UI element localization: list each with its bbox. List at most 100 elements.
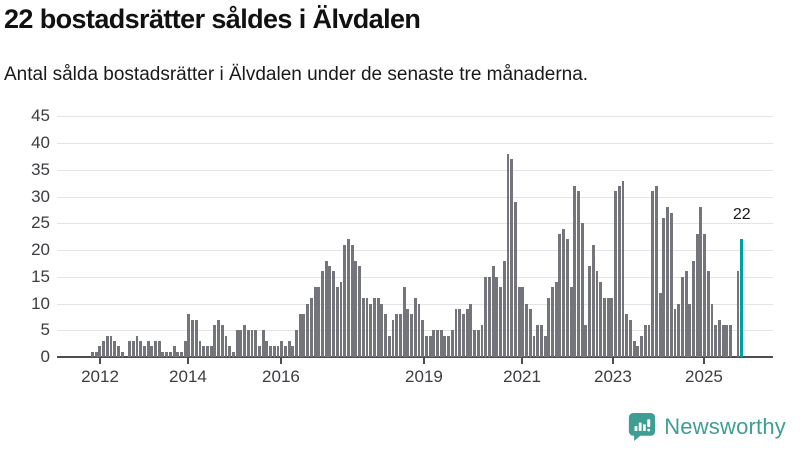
bar — [643, 324, 647, 357]
gridline — [57, 116, 773, 118]
bar — [710, 303, 714, 357]
bar — [565, 239, 569, 357]
bar — [168, 351, 172, 357]
y-axis-label: 45 — [31, 106, 50, 126]
x-axis-label: 2021 — [503, 367, 541, 386]
bar — [603, 298, 606, 357]
bar — [131, 340, 135, 357]
bar — [447, 335, 451, 357]
bar — [280, 340, 284, 357]
bar — [395, 314, 399, 357]
gridline — [57, 143, 773, 145]
x-axis-tick — [422, 358, 425, 364]
bar — [206, 346, 209, 357]
chart-subtitle: Antal sålda bostadsrätter i Älvdalen und… — [4, 64, 589, 85]
bar — [317, 287, 321, 357]
bar — [176, 351, 180, 357]
bar — [703, 234, 707, 357]
bar — [506, 153, 510, 357]
y-axis-label: 10 — [31, 293, 50, 313]
bar — [209, 346, 213, 357]
bar — [684, 271, 688, 357]
bar — [714, 324, 718, 357]
bar — [454, 308, 458, 357]
bar — [465, 308, 469, 357]
bar — [287, 340, 291, 357]
bar — [450, 330, 454, 357]
bar — [361, 298, 365, 357]
bar — [669, 212, 673, 357]
bar — [525, 303, 528, 357]
bar — [484, 276, 488, 357]
bar — [116, 346, 120, 357]
bar — [298, 314, 302, 357]
bar — [306, 303, 310, 357]
bar — [654, 185, 658, 357]
bar — [402, 287, 406, 357]
bar — [358, 266, 362, 357]
bar — [139, 340, 143, 357]
bar — [591, 244, 595, 357]
bar — [194, 319, 198, 357]
bar — [246, 330, 250, 357]
x-axis-tick — [99, 358, 101, 364]
bar — [254, 330, 258, 357]
bar — [113, 340, 117, 357]
gridline — [57, 250, 773, 252]
bar — [532, 335, 536, 357]
bar — [436, 330, 439, 357]
bar — [666, 207, 669, 357]
bar — [369, 303, 373, 357]
bar — [165, 351, 169, 357]
bar — [142, 346, 146, 357]
bar — [658, 292, 662, 357]
bar — [513, 201, 517, 357]
newsworthy-wordmark: Newsworthy — [664, 414, 786, 439]
x-axis-label: 2014 — [169, 367, 207, 386]
bar — [269, 346, 272, 357]
bar — [606, 298, 610, 357]
bar — [595, 271, 599, 357]
bar — [469, 303, 473, 357]
x-axis-tick — [702, 358, 705, 364]
bar — [536, 324, 540, 357]
bar — [365, 298, 369, 357]
bar — [617, 185, 621, 357]
page-title: 22 bostadsrätter såldes i Älvdalen — [4, 4, 421, 34]
bar — [250, 330, 254, 357]
bar — [120, 351, 124, 357]
x-axis-label: 2019 — [405, 367, 443, 386]
bar — [239, 330, 243, 357]
bar — [291, 346, 295, 357]
gridline — [57, 169, 773, 171]
bar — [736, 271, 740, 357]
bar — [495, 276, 499, 357]
y-axis-label: 5 — [40, 320, 50, 340]
bar — [128, 340, 131, 357]
bar — [105, 335, 109, 357]
bar — [413, 298, 417, 357]
gridline — [57, 196, 773, 198]
x-axis-tick — [521, 358, 524, 364]
y-axis-label: 25 — [31, 213, 50, 233]
bar — [443, 335, 447, 357]
bar — [335, 287, 339, 357]
bar — [424, 335, 428, 357]
bar — [406, 308, 410, 357]
bar — [610, 298, 614, 357]
bar — [231, 351, 235, 357]
bar — [558, 234, 562, 357]
y-axis-label: 30 — [31, 186, 50, 206]
bar — [283, 346, 287, 357]
bar — [217, 319, 221, 357]
bar — [569, 287, 573, 357]
bar — [332, 271, 336, 357]
bar — [573, 185, 577, 357]
bar — [235, 330, 239, 357]
bar — [376, 298, 380, 357]
bar — [272, 346, 276, 357]
bar — [588, 266, 592, 357]
bar — [539, 324, 543, 357]
bar — [161, 351, 165, 357]
